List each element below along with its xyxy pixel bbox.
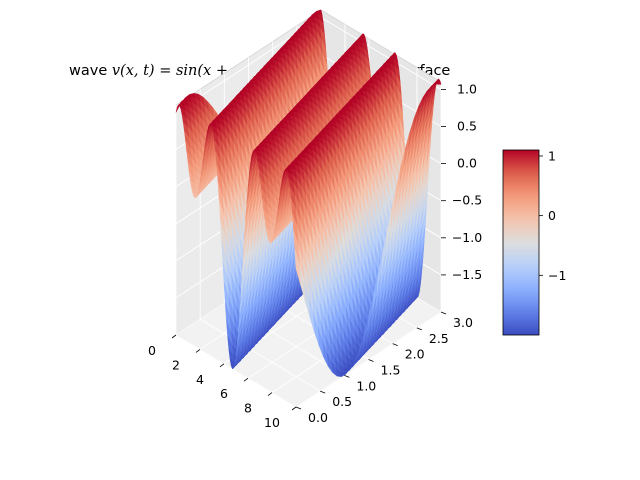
surface-facet: [294, 248, 301, 285]
t-tick-label: 0.0: [308, 410, 328, 425]
t-tick-label: 2.5: [429, 331, 449, 346]
colorbar: 1 0 −1: [502, 148, 566, 336]
z-tick-label: −1.5: [452, 267, 482, 282]
z-tick-label: 0.0: [457, 156, 477, 171]
z-tick-label: 1.0: [457, 81, 477, 96]
z-tick-label: 0.5: [457, 119, 477, 134]
t-tick: [368, 359, 374, 362]
t-tick-label: 1.5: [381, 363, 401, 378]
z-tick-label: −0.5: [452, 193, 482, 208]
x-tick-label: 0: [148, 343, 156, 358]
x-tick: [291, 406, 297, 411]
t-tick-label: 3.0: [453, 315, 473, 330]
t-tick-label: 2.0: [405, 347, 425, 362]
t-tick: [440, 311, 447, 315]
x-tick: [195, 349, 201, 353]
colorbar-tick-label: 1: [548, 148, 556, 163]
surface-mesh: [175, 9, 442, 378]
x-tick-label: 6: [220, 386, 228, 401]
gridline: [199, 318, 321, 392]
axes-ticks: 0 2 4 6 8 10 0.0 0.5 1.0 1.5 2.0 2.5 3.0 1.0 0.5 0.0 −0.…: [148, 81, 482, 430]
x-tick-label: 10: [264, 415, 280, 430]
x-tick-label: 2: [172, 357, 180, 372]
x-tick: [267, 392, 273, 396]
x-tick-label: 4: [196, 372, 204, 387]
x-tick: [243, 377, 249, 382]
x-tick: [171, 334, 177, 339]
t-tick: [416, 327, 422, 331]
z-tick-label: −1.0: [452, 230, 482, 245]
colorbar-tick-label: −1: [548, 268, 566, 283]
gridline: [175, 334, 297, 408]
x-tick-label: 8: [244, 401, 252, 416]
t-tick: [392, 343, 398, 347]
t-tick-label: 0.5: [332, 394, 352, 409]
t-tick-label: 1.0: [356, 378, 376, 393]
colorbar-gradient: [502, 149, 540, 336]
t-tick: [320, 390, 326, 394]
colorbar-tick-label: 0: [548, 208, 556, 223]
t-tick: [344, 374, 350, 378]
x-tick: [219, 363, 225, 368]
title-prefix: wave: [69, 63, 112, 79]
gridline: [320, 17, 442, 90]
t-tick: [295, 406, 302, 410]
